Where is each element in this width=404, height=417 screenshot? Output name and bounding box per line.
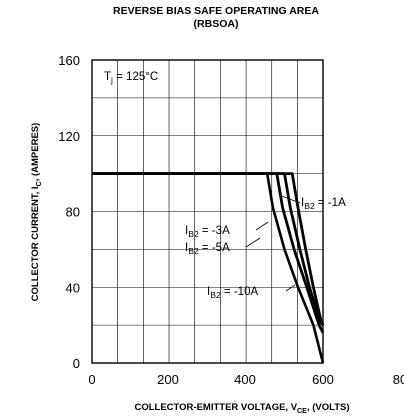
series-label-2: IB2 = -3A [185, 225, 230, 239]
chart-title: REVERSE BIAS SAFE OPERATING AREA [113, 5, 319, 17]
series-line-3 [92, 172, 325, 334]
x-tick-label: 200 [157, 372, 179, 387]
plot-frame [91, 59, 324, 364]
annotations: COLLECTOR-EMITTER VOLTAGE, VCE, (VOLTS) C… [30, 71, 350, 415]
chart-subtitle: (RBSOA) [194, 18, 239, 30]
x-tick-label: 0 [88, 372, 95, 387]
series-line-2 [92, 172, 325, 326]
series-line-4 [92, 172, 325, 364]
series-label-leader [281, 195, 301, 204]
series-label-leader [245, 237, 261, 248]
x-tick-label: 80 [393, 372, 404, 387]
series-label-leader [285, 284, 296, 292]
x-axis-label: COLLECTOR-EMITTER VOLTAGE, VCE, (VOLTS) [134, 402, 349, 415]
temperature-annotation: Tj = 125°C [104, 71, 158, 85]
y-tick-label: 40 [66, 280, 80, 295]
series-label-1: IB2 = -1A [301, 197, 346, 211]
y-tick-label: 80 [66, 205, 80, 220]
y-axis-label: COLLECTOR CURRENT, IC, (AMPERES) [30, 123, 43, 302]
grid-lines [92, 60, 323, 363]
y-tick-label: 0 [73, 356, 80, 371]
y-tick-label: 120 [58, 129, 80, 144]
series-label-4: IB2 = -10A [207, 286, 258, 300]
x-tick-label: 400 [234, 372, 256, 387]
x-tick-label: 600 [312, 372, 334, 387]
series-label-3: IB2 = -5A [185, 242, 230, 256]
series-curves [92, 172, 325, 364]
series-label-leader [255, 221, 269, 231]
y-tick-label: 160 [58, 53, 80, 68]
